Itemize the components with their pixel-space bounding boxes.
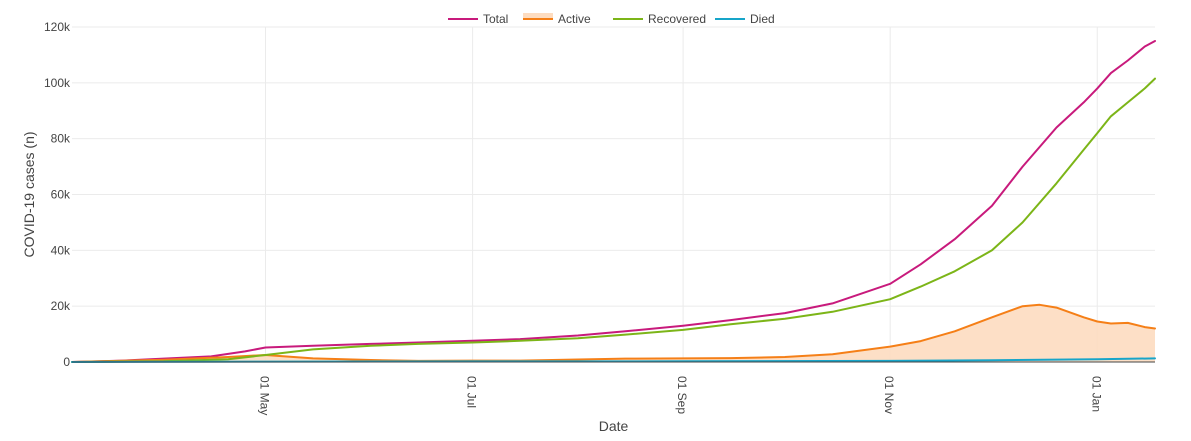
x-tick-label: 01 May [258,376,272,415]
y-tick-label: 40k [51,243,71,257]
y-tick-label: 120k [44,20,71,34]
series-line-active [71,303,1156,363]
y-tick-label: 20k [51,299,71,313]
y-tick-label: 0 [63,355,70,369]
legend-label: Total [483,12,508,26]
series-line-recovered [71,77,1156,363]
legend-item-active[interactable]: Active [523,12,591,26]
y-tick-label: 80k [51,132,71,146]
series-line-total [71,40,1156,363]
legend-item-died[interactable]: Died [715,12,775,26]
legend-item-recovered[interactable]: Recovered [613,12,706,26]
x-tick-label: 01 Jul [465,376,479,408]
x-axis-title: Date [599,418,629,434]
x-tick-label: 01 Nov [882,376,896,414]
legend-label: Recovered [648,12,706,26]
legend[interactable]: Total Active Recovered Died [448,12,775,26]
y-tick-label: 60k [51,188,71,202]
legend-swatch-fill [523,13,553,19]
axes: 0 20k 40k 60k 80k 100k 120k 01 May 01 Jul 01 Sep 0… [44,20,1155,415]
y-tick-label: 100k [44,76,71,90]
series-lines [71,40,1156,363]
legend-label: Died [750,12,775,26]
y-axis-title: COVID-19 cases (n) [21,131,37,257]
legend-item-total[interactable]: Total [448,12,508,26]
x-tick-label: 01 Jan [1089,376,1103,412]
legend-label: Active [558,12,591,26]
x-tick-label: 01 Sep [675,376,689,414]
grid-lines [72,26,1155,362]
